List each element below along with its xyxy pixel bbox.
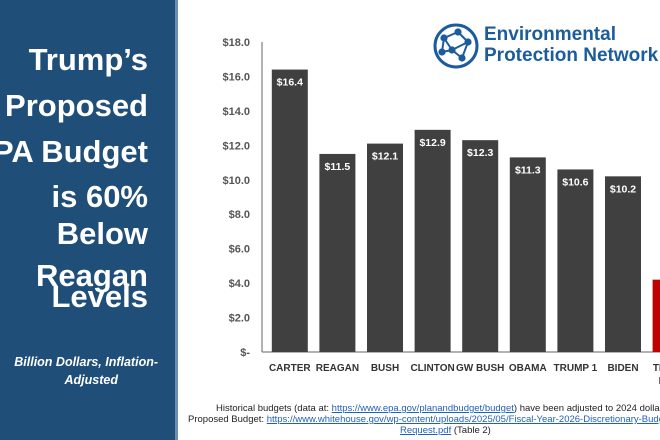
y-tick-label: $12.0 (222, 140, 250, 152)
bar (414, 129, 451, 352)
plot-area: $- $2.0 $4.0 $6.0 $8.0 $10.0 $12.0 $14.0 $16.0 $1… (222, 37, 660, 387)
x-category-label: CARTER (269, 363, 311, 374)
x-category-label-part: FY26 (659, 376, 660, 387)
bar (367, 143, 403, 352)
y-tick-label: $2.0 (229, 313, 250, 325)
x-category-label: TRUMP 1 (554, 363, 598, 374)
title-line-5: Below (56, 216, 148, 251)
bar-value-label: $12.9 (419, 137, 445, 149)
title-line-1: Trump’s (28, 42, 148, 77)
bar (509, 157, 546, 352)
y-tick-label: $18.0 (222, 37, 250, 49)
bar (462, 140, 499, 352)
source-note-line-3: Request.pdf (Table 2) (400, 425, 491, 436)
x-category-label: OBAMA (509, 363, 547, 374)
bar-value-label: $16.4 (277, 77, 303, 89)
bar-value-label: $11.3 (515, 164, 541, 176)
bar (319, 153, 356, 352)
x-category-label: GW BUSH (456, 363, 504, 374)
y-tick-label: $4.0 (229, 278, 250, 290)
bar (652, 279, 660, 352)
bar (605, 176, 641, 352)
logo-line-1: Environmental (484, 24, 616, 45)
globe-network-icon (433, 23, 479, 69)
whitehouse-budget-link-end[interactable]: Request.pdf (400, 425, 452, 436)
x-category-label: REAGAN (316, 363, 359, 374)
x-category-label: BUSH (371, 363, 399, 374)
logo-line-2: Protection Network (484, 45, 659, 66)
x-category-label: CLINTON (410, 363, 454, 374)
title-panel: Trump’s Proposed EPA Budget is 60% Below… (0, 0, 178, 440)
x-category-label: BIDEN (607, 363, 638, 374)
panel-edge (175, 0, 178, 440)
bar (557, 169, 594, 352)
title-line-3: EPA Budget (0, 134, 148, 169)
budget-bar-chart: $- $2.0 $4.0 $6.0 $8.0 $10.0 $12.0 $14.0 $16.0 $1… (222, 37, 660, 387)
source-suffix-3: (Table 2) (451, 425, 491, 436)
bar (271, 69, 308, 353)
y-tick-label: $14.0 (222, 106, 250, 118)
source-prefix-2: Proposed Budget: (188, 414, 267, 425)
bar-value-label: $10.6 (562, 176, 588, 188)
epa-budget-link[interactable]: https://www.epa.gov/planandbudget/budget (331, 403, 514, 414)
bar-value-label: $12.3 (467, 147, 493, 159)
y-tick-label: $6.0 (229, 244, 250, 256)
x-category-label: TRUMP FY26 (653, 363, 660, 387)
y-tick-label: $16.0 (222, 71, 250, 83)
y-tick-label: $8.0 (229, 209, 250, 221)
whitehouse-budget-link[interactable]: https://www.whitehouse.gov/wp-content/up… (266, 414, 660, 425)
source-prefix-1: Historical budgets (data at: (216, 403, 332, 414)
subtitle-line-1: Billion Dollars, Inflation- (14, 355, 158, 369)
title-line-7: Levels (51, 279, 148, 314)
y-tick-label: $- (240, 347, 250, 359)
bar-value-label: $12.1 (372, 151, 398, 163)
y-tick-label: $10.0 (222, 175, 250, 187)
title-line-4: is 60% (51, 179, 148, 214)
source-note-line-2: Proposed Budget: https://www.whitehouse.… (188, 414, 660, 425)
source-suffix-1: ) have been adjusted to 2024 dollars. (513, 403, 660, 414)
source-note-line-1: Historical budgets (data at: https://www… (216, 403, 660, 414)
bar-value-label: $11.5 (325, 161, 351, 173)
bar-value-label: $10.2 (610, 183, 636, 195)
subtitle-line-2: Adjusted (64, 373, 118, 387)
x-category-label-part: TRUMP (653, 363, 660, 374)
title-line-6: Reagan (36, 258, 148, 293)
title-line-2: Proposed (5, 88, 148, 123)
